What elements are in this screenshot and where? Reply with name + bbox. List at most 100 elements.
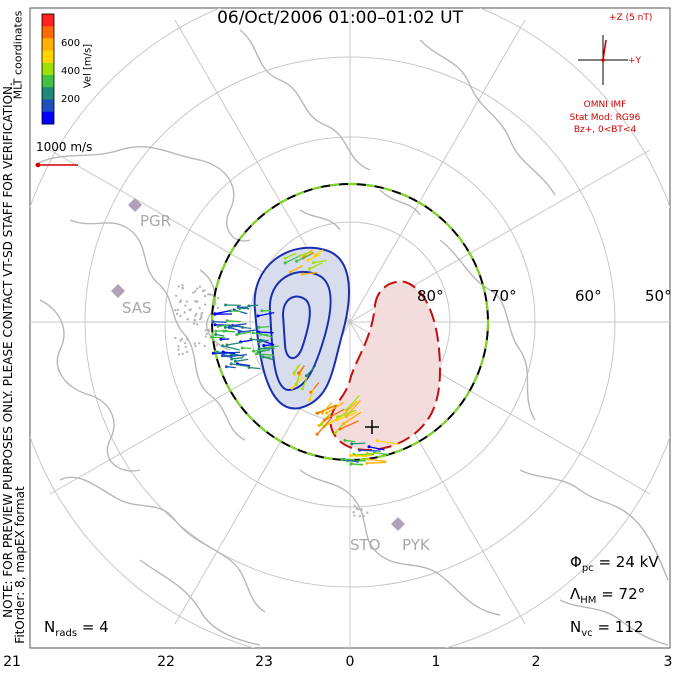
colorbar-tick-200: 200 — [61, 94, 81, 105]
ground-scatter-dot — [183, 311, 186, 314]
velocity-vector — [368, 446, 385, 451]
velocity-vector-origin — [225, 343, 229, 347]
ground-scatter-dot — [204, 294, 207, 298]
velocity-vector-origin — [256, 314, 260, 318]
mlt-label-23: 23 — [255, 654, 273, 670]
velocity-vector — [218, 324, 230, 328]
ground-scatter-dot — [207, 328, 210, 331]
n-vc-value: = 112 — [597, 618, 644, 636]
ground-scatter-dot — [353, 504, 356, 507]
velocity-vector-origin — [224, 365, 228, 369]
vector-scale — [35, 162, 78, 168]
negative-contour-3 — [281, 295, 311, 360]
mlt-label-3: 3 — [663, 654, 673, 670]
velocity-vector-origin — [320, 411, 324, 415]
velocity-vector-origin — [210, 335, 214, 339]
ground-scatter-dot — [177, 353, 181, 356]
ground-scatter-dot — [360, 512, 364, 516]
colorbar-label: Vel [m/s] — [82, 43, 94, 89]
n-vc-symbol: N — [570, 618, 582, 636]
velocity-vector-origin — [320, 423, 323, 427]
velocity-vector-origin — [290, 386, 294, 390]
ground-scatter-dot — [355, 507, 358, 510]
velocity-vector — [337, 409, 357, 418]
velocity-vector — [213, 321, 227, 323]
ground-scatter-dot — [174, 294, 178, 297]
velocity-vector — [229, 326, 245, 333]
lambda-hm-symbol: Λ — [570, 585, 581, 603]
velocity-vector-origin — [225, 319, 229, 323]
velocity-vector-origin — [211, 320, 215, 324]
ground-scatter-dot — [194, 290, 197, 293]
velocity-vector — [262, 356, 274, 361]
velocity-vector — [226, 341, 242, 346]
velocity-vector — [296, 254, 311, 262]
ground-scatter-dot — [358, 515, 361, 518]
velocity-vector-origin — [257, 347, 261, 351]
velocity-vector-origin — [294, 383, 298, 386]
velocity-vector-origin — [365, 452, 369, 456]
velocity-vector — [359, 449, 381, 452]
velocity-vector-origin — [283, 261, 287, 265]
page-title: 06/Oct/2006 01:00–01:02 UT — [217, 8, 463, 28]
velocity-vector — [339, 420, 359, 430]
velocity-vector — [248, 366, 261, 370]
velocity-vector-origin — [221, 344, 225, 348]
colorbar-segment — [42, 38, 54, 52]
ground-scatter-dot — [353, 514, 356, 517]
ground-scatter-dot — [193, 318, 196, 321]
velocity-vector-origin — [342, 422, 345, 426]
velocity-vector-origin — [344, 415, 348, 419]
fit-order-note: FitOrder: 8, mapEX format — [13, 486, 27, 644]
velocity-vector — [236, 331, 251, 336]
velocity-colorbar — [41, 13, 55, 125]
ground-scatter-dot — [203, 344, 206, 348]
colorbar-tick-600: 600 — [61, 38, 81, 49]
n-rads-sub: rads — [55, 628, 78, 639]
velocity-vector — [309, 262, 323, 270]
ground-scatter-dot — [205, 332, 208, 335]
ground-scatter-dot — [179, 339, 182, 342]
colorbar-tick-400: 400 — [61, 66, 81, 77]
ground-scatter-dot — [200, 314, 203, 318]
mlt-label-2: 2 — [531, 654, 541, 670]
velocity-vector-origin — [349, 462, 353, 466]
velocity-vector-origin — [343, 438, 347, 442]
colorbar-segment — [42, 62, 54, 76]
station-label-pyk: PYK — [402, 536, 430, 554]
velocity-vector-origin — [240, 346, 244, 350]
velocity-vector-origin — [301, 387, 304, 391]
velocity-vector — [284, 256, 299, 264]
ground-scatter-dot — [366, 511, 369, 514]
imf-vector — [602, 39, 607, 61]
velocity-vector-origin — [233, 359, 237, 363]
ground-scatter-dot — [207, 293, 210, 296]
velocity-vector-origin — [247, 366, 251, 369]
phi-pc-sub: pc — [581, 563, 594, 574]
velocity-vector-origin — [238, 306, 242, 310]
ground-scatter-dot — [177, 285, 180, 288]
velocity-vector — [343, 411, 362, 425]
imf-plus-y: +Y — [628, 56, 642, 66]
velocity-vector-origin — [375, 439, 379, 443]
lat-label-80: 80° — [417, 287, 444, 305]
velocity-vector-origin — [241, 325, 244, 329]
velocity-vectors — [210, 249, 399, 466]
colorbar-outline — [41, 13, 55, 125]
ground-scatter-dot — [186, 337, 189, 340]
velocity-vector-origin — [336, 415, 340, 419]
station-pyk-icon — [391, 517, 405, 531]
mlt-label-1: 1 — [431, 654, 441, 670]
velocity-vector-origin — [366, 457, 370, 461]
ground-scatter-dot — [194, 314, 197, 317]
phi-pc-symbol: Φ — [570, 553, 582, 571]
stat-n-vc: Nvc = 112 — [570, 618, 643, 639]
mlt-label-0: 0 — [345, 654, 355, 670]
velocity-vector — [253, 332, 269, 336]
velocity-vector-origin — [358, 448, 362, 452]
ground-scatter-dot — [360, 508, 363, 511]
velocity-vector-origin — [257, 330, 261, 334]
ground-scatter-dot — [200, 316, 203, 319]
velocity-vector-origin — [214, 329, 218, 333]
ground-scatter-dot — [177, 345, 180, 348]
